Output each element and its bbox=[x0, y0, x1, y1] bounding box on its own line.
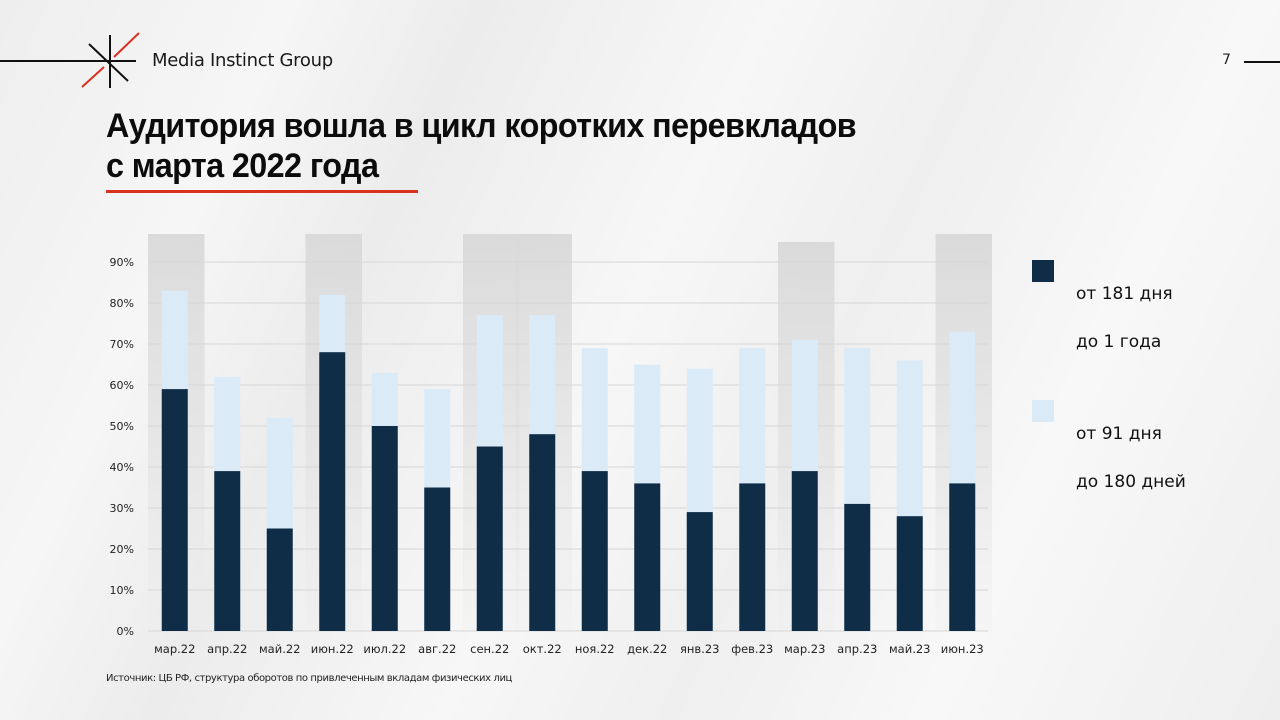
slide-title-line-2: с марта 2022 года bbox=[106, 147, 379, 185]
bar-181-days-1-year bbox=[686, 512, 713, 631]
x-tick-label: июн.22 bbox=[311, 642, 354, 656]
x-tick-label: авг.22 bbox=[418, 642, 456, 656]
legend-label-line-2: до 1 года bbox=[1076, 332, 1162, 352]
x-tick-label: мар.23 bbox=[784, 642, 825, 656]
bar-181-days-1-year bbox=[896, 516, 923, 631]
y-tick-label: 70% bbox=[110, 338, 134, 351]
legend-label-long-term: от 181 дня до 1 года bbox=[1076, 258, 1206, 378]
bar-181-days-1-year bbox=[266, 528, 293, 631]
slide-title: Аудитория вошла в цикл коротких перевкла… bbox=[106, 106, 857, 186]
bar-181-days-1-year bbox=[476, 446, 503, 631]
legend-label-line-2: до 180 дней bbox=[1076, 472, 1186, 492]
legend-item-short-term: от 91 дня до 180 дней bbox=[1032, 398, 1206, 518]
legend-swatch-light bbox=[1032, 400, 1054, 422]
y-tick-label: 10% bbox=[110, 584, 134, 597]
legend-label-line-1: от 91 дня bbox=[1076, 424, 1162, 444]
x-tick-label: янв.23 bbox=[680, 642, 720, 656]
page-number-rule bbox=[1244, 61, 1280, 63]
x-tick-label: дек.22 bbox=[627, 642, 667, 656]
y-tick-label: 90% bbox=[110, 256, 134, 269]
bar-181-days-1-year bbox=[634, 483, 661, 631]
bar-181-days-1-year bbox=[319, 352, 346, 631]
x-tick-label: фев.23 bbox=[731, 642, 773, 656]
bar-181-days-1-year bbox=[214, 471, 241, 631]
bar-181-days-1-year bbox=[371, 426, 398, 631]
starburst-logo-icon bbox=[0, 32, 140, 88]
title-underline bbox=[106, 190, 418, 193]
brand-name: Media Instinct Group bbox=[152, 50, 333, 71]
x-tick-label: июн.23 bbox=[941, 642, 984, 656]
bar-181-days-1-year bbox=[424, 487, 451, 631]
x-tick-label: июл.22 bbox=[363, 642, 406, 656]
y-tick-label: 50% bbox=[110, 420, 134, 433]
slide-title-line-1: Аудитория вошла в цикл коротких перевкла… bbox=[106, 107, 857, 145]
y-tick-label: 30% bbox=[110, 502, 134, 515]
y-tick-label: 80% bbox=[110, 297, 134, 310]
y-tick-label: 0% bbox=[117, 625, 134, 638]
legend-swatch-dark bbox=[1032, 260, 1054, 282]
y-tick-label: 20% bbox=[110, 543, 134, 556]
bar-181-days-1-year bbox=[791, 471, 818, 631]
x-tick-label: май.23 bbox=[889, 642, 931, 656]
x-tick-label: мар.22 bbox=[154, 642, 195, 656]
x-tick-label: окт.22 bbox=[523, 642, 562, 656]
x-tick-label: сен.22 bbox=[470, 642, 509, 656]
page-number: 7 bbox=[1222, 52, 1231, 68]
y-tick-label: 60% bbox=[110, 379, 134, 392]
legend-label-line-1: от 181 дня bbox=[1076, 284, 1173, 304]
x-tick-label: ноя.22 bbox=[575, 642, 615, 656]
source-note: Источник: ЦБ РФ, структура оборотов по п… bbox=[106, 673, 512, 684]
bar-181-days-1-year bbox=[949, 483, 976, 631]
x-tick-label: апр.22 bbox=[207, 642, 247, 656]
bar-181-days-1-year bbox=[161, 389, 188, 631]
legend-item-long-term: от 181 дня до 1 года bbox=[1032, 258, 1206, 378]
x-tick-label: май.22 bbox=[259, 642, 301, 656]
bar-181-days-1-year bbox=[529, 434, 556, 631]
legend-label-short-term: от 91 дня до 180 дней bbox=[1076, 398, 1206, 518]
x-tick-label: апр.23 bbox=[837, 642, 877, 656]
y-tick-label: 40% bbox=[110, 461, 134, 474]
bar-181-days-1-year bbox=[581, 471, 608, 631]
bar-181-days-1-year bbox=[739, 483, 766, 631]
bar-181-days-1-year bbox=[844, 503, 871, 631]
chart-legend: от 181 дня до 1 года от 91 дня до 180 дн… bbox=[1032, 258, 1206, 538]
